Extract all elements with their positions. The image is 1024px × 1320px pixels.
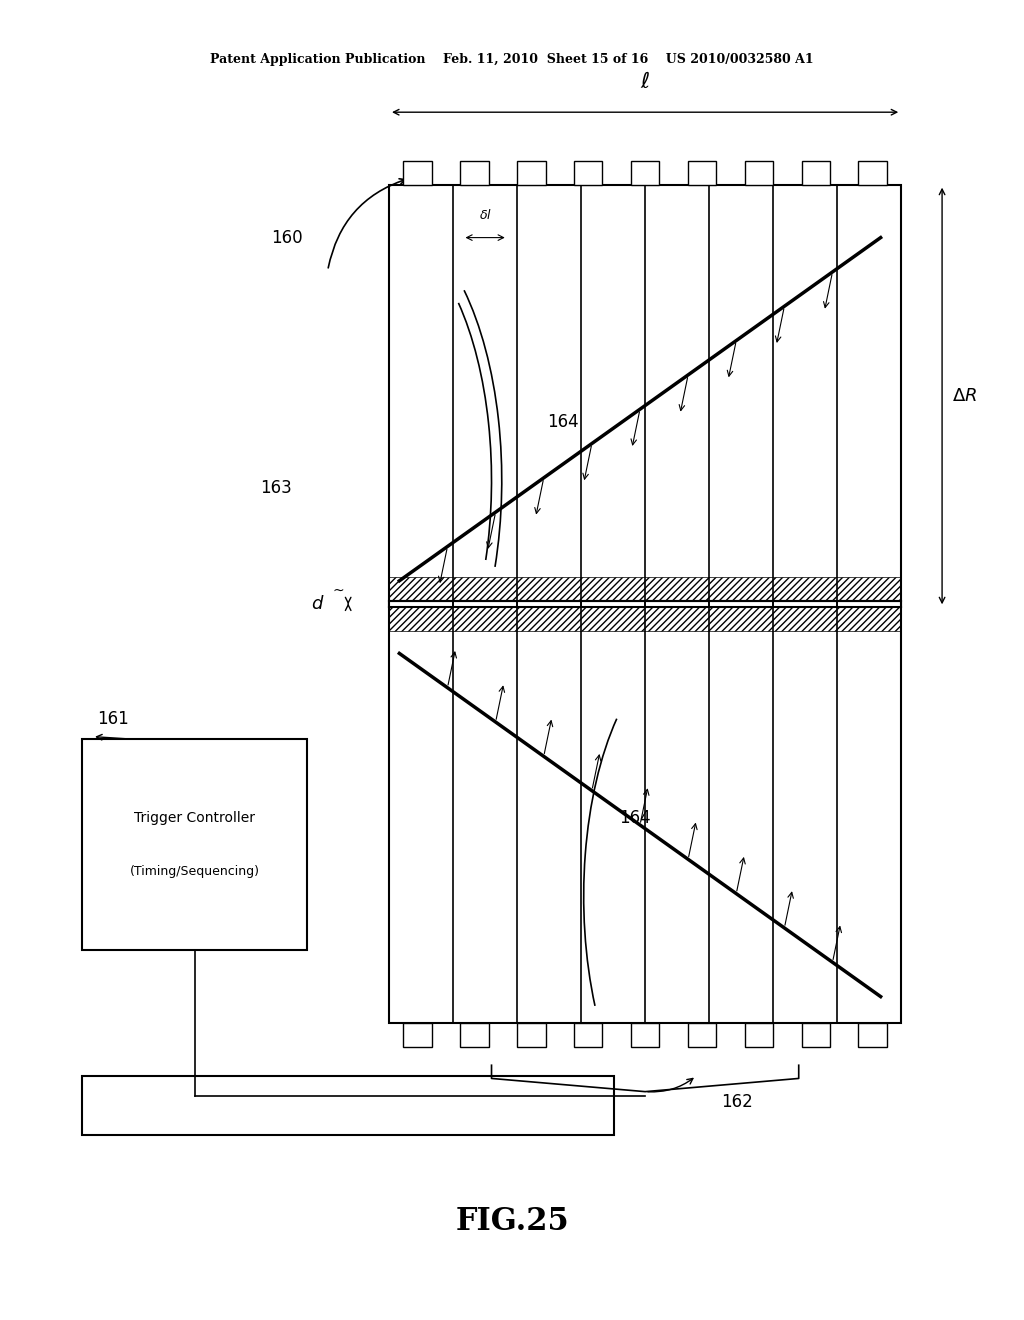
Bar [460, 161, 488, 185]
Bar [82, 1076, 614, 1135]
Bar [574, 1023, 602, 1047]
Bar [574, 161, 602, 185]
Bar [389, 577, 901, 601]
Bar [688, 161, 716, 185]
Text: 160: 160 [271, 228, 302, 247]
Bar [858, 1023, 887, 1047]
Bar [389, 185, 901, 607]
Bar [460, 1023, 488, 1047]
Bar [389, 607, 901, 631]
Bar [82, 739, 307, 950]
Text: FIG.25: FIG.25 [456, 1205, 568, 1237]
Bar [631, 161, 659, 185]
Bar [403, 1023, 432, 1047]
Text: 164: 164 [548, 413, 579, 432]
Bar [403, 161, 432, 185]
Text: $d$: $d$ [310, 595, 325, 612]
Bar [631, 1023, 659, 1047]
Text: $\delta l$: $\delta l$ [478, 207, 492, 222]
Bar [688, 1023, 716, 1047]
Text: ~: ~ [332, 583, 344, 598]
Text: 161: 161 [97, 710, 129, 729]
Text: 164: 164 [620, 809, 650, 828]
Text: $\Delta R$: $\Delta R$ [952, 387, 978, 405]
Bar [802, 1023, 830, 1047]
Bar [802, 161, 830, 185]
Text: Trigger Controller: Trigger Controller [134, 812, 255, 825]
Bar [744, 161, 773, 185]
Text: $\ell$: $\ell$ [640, 73, 650, 92]
Text: Patent Application Publication    Feb. 11, 2010  Sheet 15 of 16    US 2010/00325: Patent Application Publication Feb. 11, … [210, 53, 814, 66]
Bar [858, 161, 887, 185]
Bar [389, 601, 901, 1023]
Text: 162: 162 [721, 1093, 754, 1111]
Bar [744, 1023, 773, 1047]
Bar [517, 161, 546, 185]
Bar [517, 1023, 546, 1047]
Text: 163: 163 [260, 479, 293, 498]
Text: (Timing/Sequencing): (Timing/Sequencing) [130, 865, 259, 878]
